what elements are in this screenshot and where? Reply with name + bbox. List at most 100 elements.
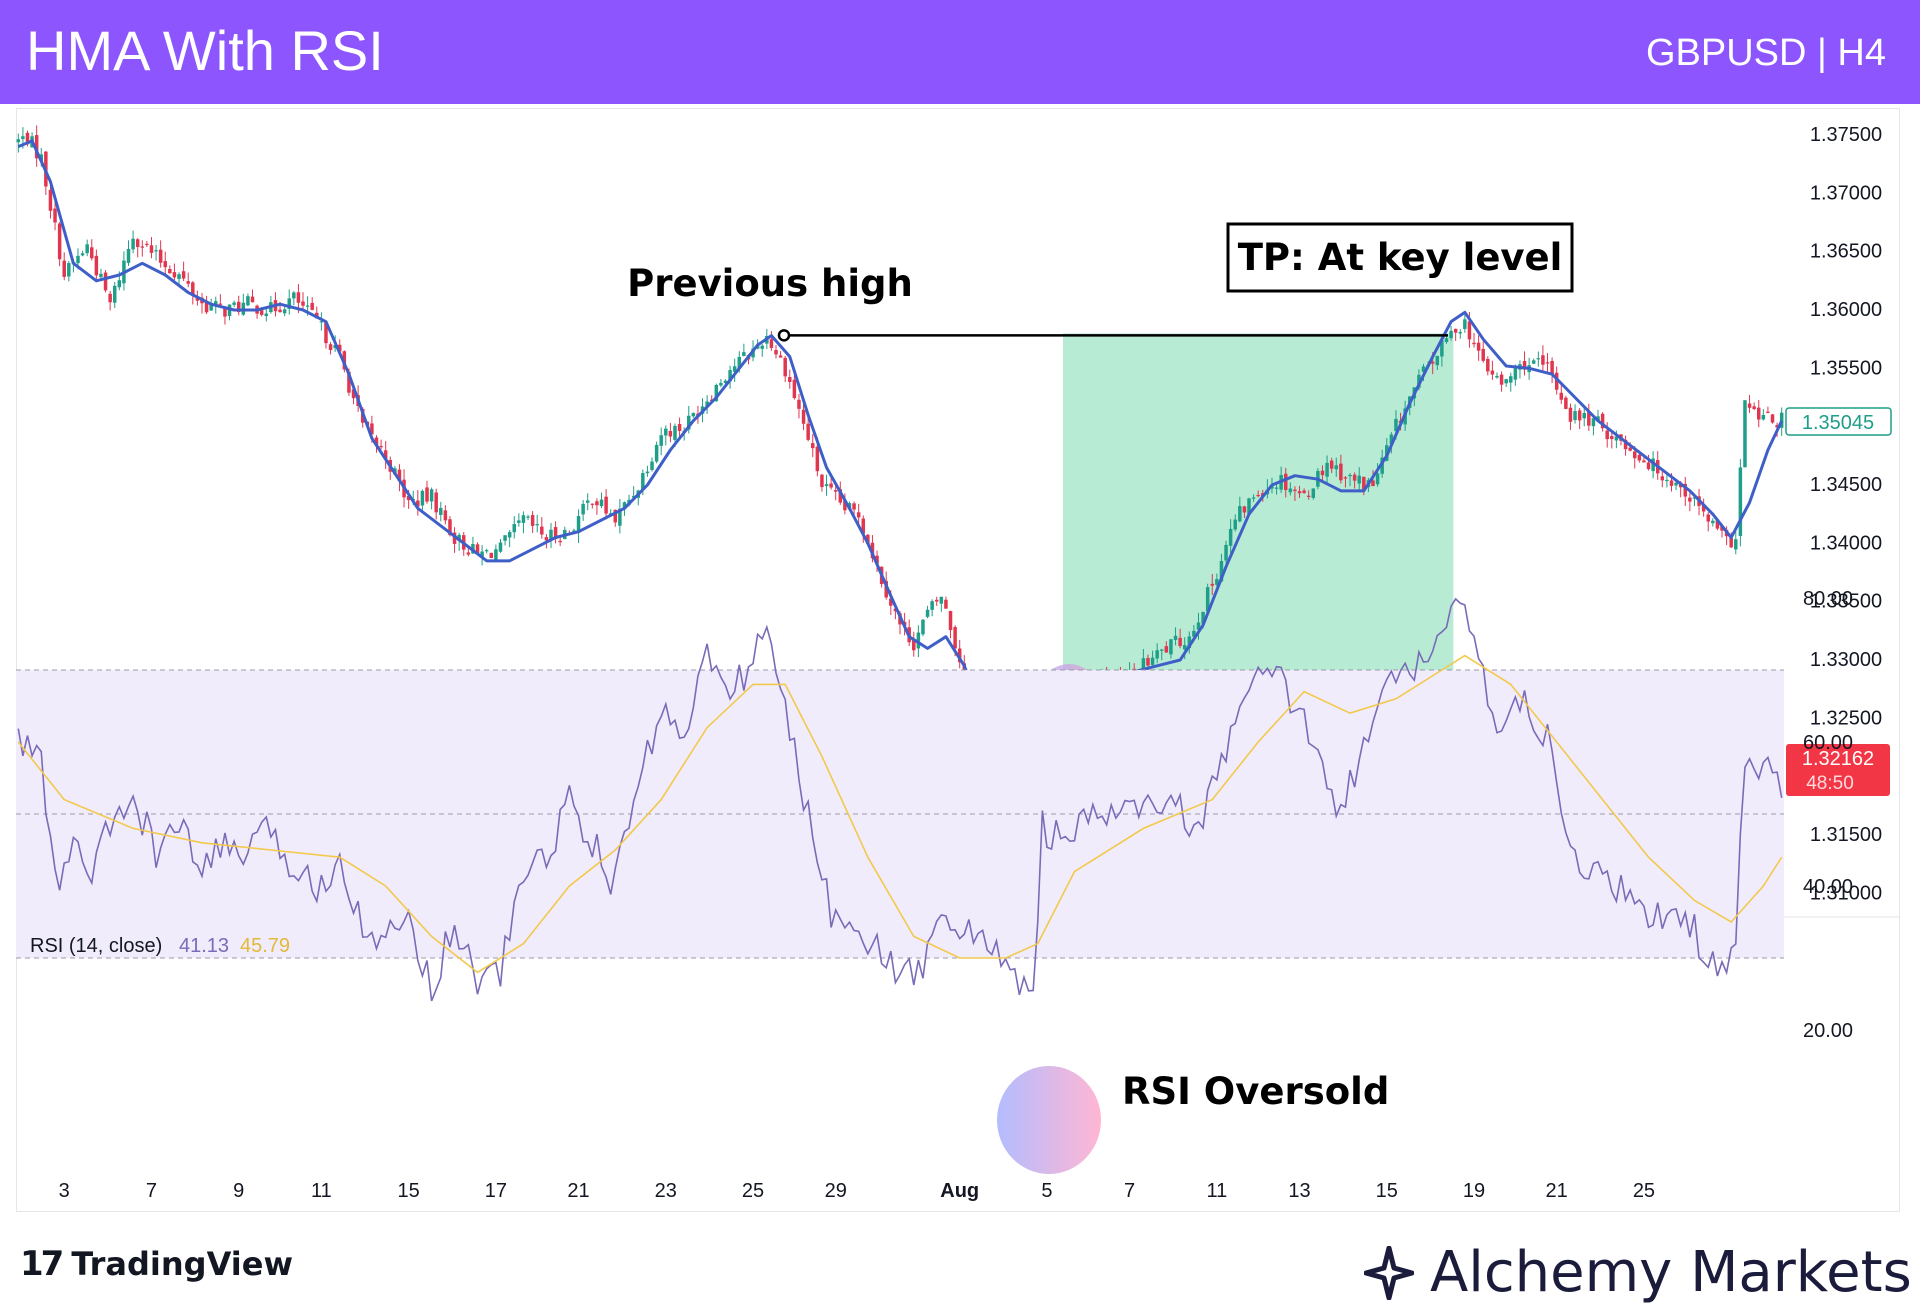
candle-body — [1504, 379, 1508, 384]
candle-body — [1775, 425, 1779, 428]
candle-body — [57, 223, 62, 260]
time-tick-label: 11 — [1206, 1180, 1227, 1202]
candle-body — [1352, 474, 1357, 481]
time-tick-label: 23 — [655, 1180, 677, 1202]
candle-body — [1522, 361, 1527, 370]
candle-body — [99, 273, 103, 278]
candle-body — [1329, 460, 1334, 469]
candle-body — [1623, 439, 1628, 450]
candle-body — [833, 490, 838, 492]
rsi-axis: 80.00 60.00 40.00 20.00 — [1803, 588, 1853, 1042]
candle-body — [425, 487, 429, 502]
candle-body — [1334, 465, 1339, 470]
candle-body — [1752, 406, 1756, 410]
candle-body — [769, 339, 774, 348]
candle-body — [916, 632, 921, 649]
candle-body — [1600, 413, 1605, 429]
candle-body — [778, 355, 783, 358]
rsi-ma-line — [17, 654, 1783, 974]
candle-body — [191, 282, 195, 296]
candle-body — [654, 444, 659, 462]
candle-body — [351, 389, 356, 399]
candle-body — [1348, 474, 1352, 477]
candle-body — [48, 189, 53, 211]
candle-body — [540, 526, 544, 535]
candle-body — [195, 297, 200, 301]
candle-body — [1545, 362, 1550, 364]
candle-body — [1375, 473, 1380, 485]
candle-body — [719, 382, 723, 386]
candle-body — [1178, 637, 1182, 646]
candle-body — [843, 500, 847, 511]
candle-body — [1779, 412, 1784, 428]
candle-body — [1228, 528, 1233, 546]
candle-body — [374, 437, 379, 446]
tradingview-mark-icon: 17 — [20, 1244, 64, 1284]
candle-body — [1380, 457, 1384, 474]
candle-body — [475, 544, 480, 554]
candle-body — [140, 246, 145, 248]
candle-body — [572, 530, 576, 532]
price-tick-label: 1.31000 — [1810, 882, 1882, 904]
candle-body — [714, 384, 719, 402]
candle-body — [301, 301, 305, 306]
candle-body — [503, 535, 507, 541]
candle-body — [824, 484, 829, 487]
candle-body — [1495, 375, 1499, 378]
candle-body — [650, 461, 654, 470]
candle-body — [1251, 497, 1256, 499]
candle-body — [21, 136, 25, 140]
candle-body — [1490, 370, 1495, 375]
candle-body — [1343, 477, 1348, 479]
candle-body — [815, 446, 820, 472]
candle-body — [1394, 418, 1398, 432]
rsi-line — [17, 597, 1783, 1002]
candle-body — [494, 549, 498, 561]
candle-body — [595, 501, 599, 506]
candle-body — [1688, 497, 1692, 502]
candle-body — [126, 249, 131, 263]
candle-body — [1513, 367, 1518, 380]
candle-body — [659, 435, 663, 446]
candle-body — [1476, 342, 1481, 351]
candle-body — [861, 518, 866, 534]
candle-body — [723, 380, 728, 384]
candle-body — [1573, 411, 1577, 421]
candle-body — [893, 608, 898, 612]
candle-body — [1169, 639, 1173, 655]
candle-body — [1421, 366, 1426, 372]
rsi-legend-value: 41.13 — [179, 935, 229, 957]
candle-body — [1660, 476, 1665, 481]
candle-body — [489, 552, 494, 558]
candle-body — [1371, 480, 1375, 487]
candle-body — [1146, 658, 1150, 666]
candle-body — [1559, 392, 1564, 400]
candle-body — [1164, 646, 1169, 653]
candle-body — [742, 352, 746, 356]
candle-body — [1596, 416, 1600, 421]
candle-body — [1610, 436, 1614, 440]
candle-body — [673, 425, 677, 440]
time-tick-label: 29 — [825, 1180, 847, 1202]
candle-body — [1357, 475, 1361, 484]
candle-body — [204, 302, 209, 313]
candle-body — [925, 609, 930, 617]
candle-body — [209, 304, 213, 311]
time-tick-label: 7 — [146, 1180, 157, 1202]
candle-body — [1568, 407, 1573, 422]
candle-body — [112, 285, 117, 303]
candle-body — [108, 293, 112, 303]
candle-body — [1472, 342, 1476, 345]
candle-body — [448, 519, 452, 535]
price-tick-label: 1.37000 — [1810, 182, 1882, 204]
candle-body — [797, 399, 801, 409]
candle-body — [1173, 635, 1178, 640]
candle-body — [1550, 360, 1554, 376]
candle-body — [806, 423, 810, 440]
time-tick-label: 7 — [1124, 1180, 1135, 1202]
rsi-ma-legend-value: 45.79 — [240, 935, 290, 957]
candle-body — [1201, 611, 1205, 624]
candle-body — [434, 492, 438, 513]
candle-body — [1577, 410, 1582, 421]
